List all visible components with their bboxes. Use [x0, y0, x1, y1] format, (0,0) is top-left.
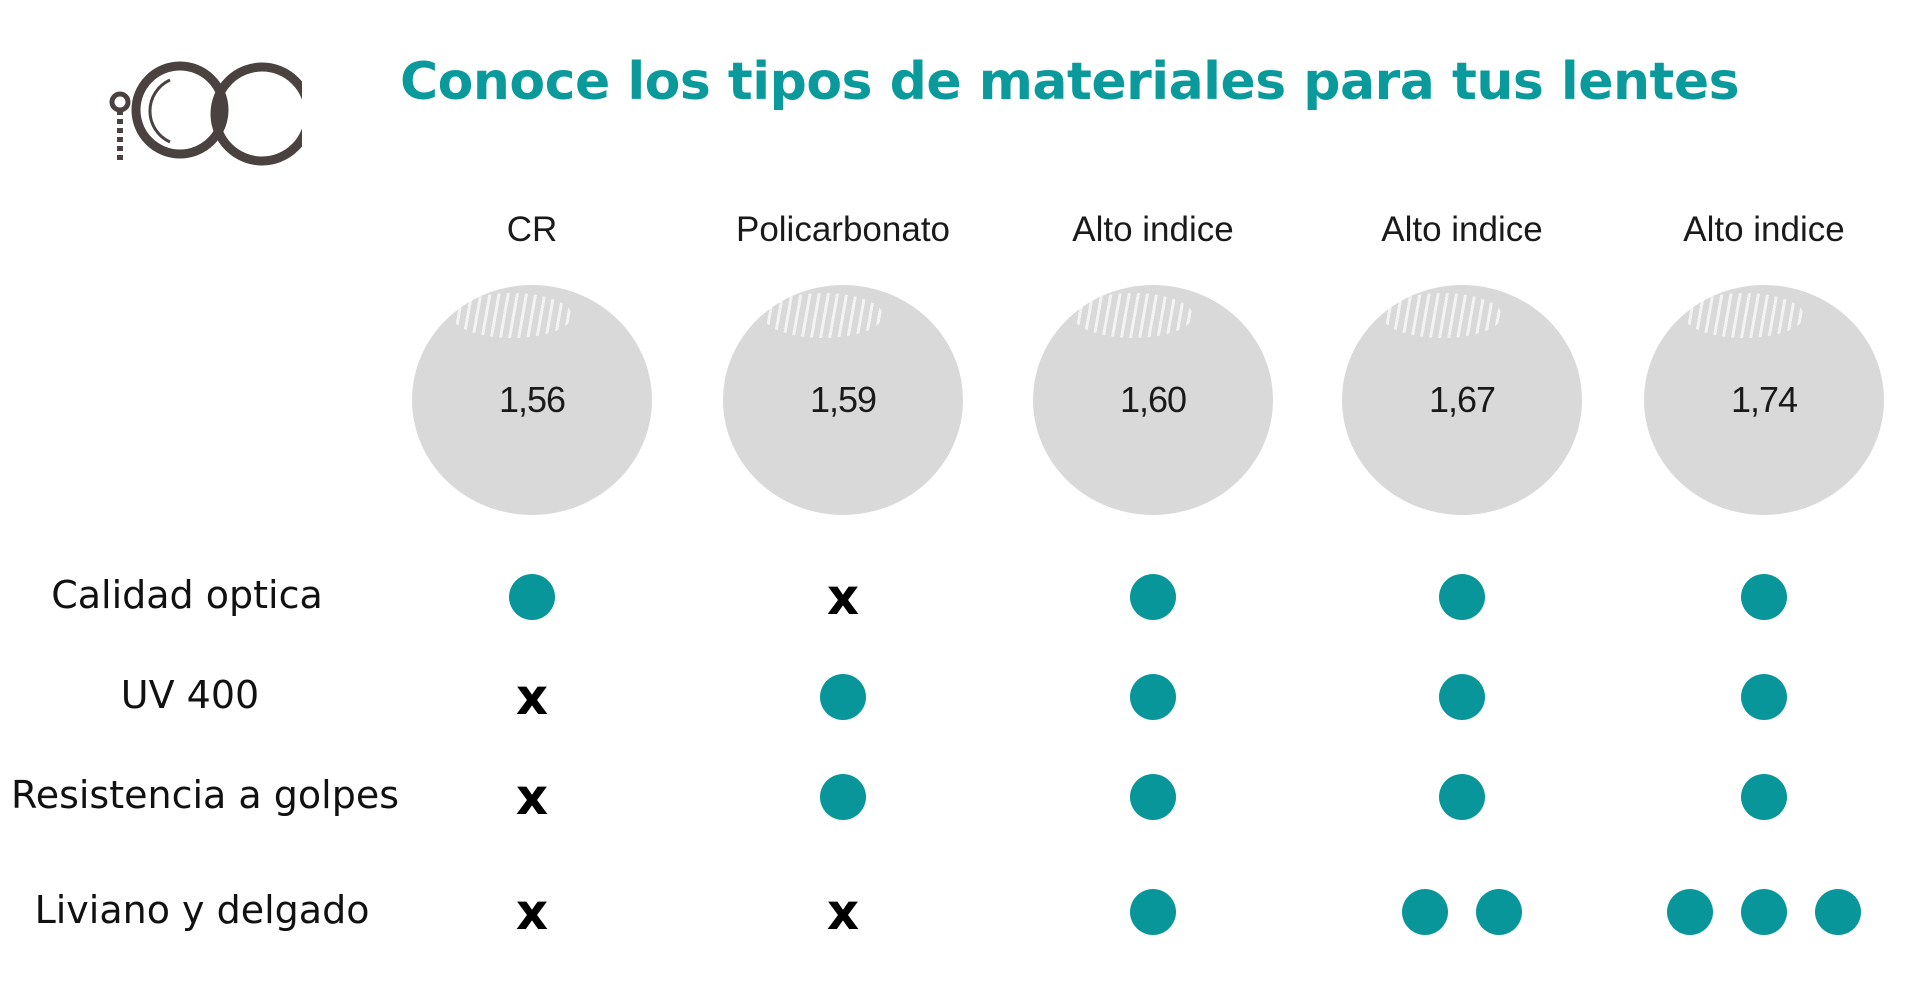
lens-index-value: 1,56 [498, 379, 566, 420]
material-name: CR [506, 210, 558, 249]
rating-cell [1043, 767, 1263, 827]
lens-index-value: 1,59 [809, 379, 877, 420]
property-label: UV 400 [120, 673, 260, 717]
rating-cell [1352, 767, 1572, 827]
rating-cell: x [422, 882, 642, 942]
page-title: Conoce los tipos de materiales para tus … [400, 52, 1740, 112]
teal-dot-icon [820, 774, 866, 820]
rating-cell [1043, 567, 1263, 627]
x-mark-icon: x [515, 768, 549, 826]
teal-dot-icon [1439, 774, 1485, 820]
lens-index-disc: 1,60 [1033, 285, 1273, 515]
rating-cell: x [422, 767, 642, 827]
teal-dot-icon [1741, 774, 1787, 820]
rating-cell: x [422, 667, 642, 727]
material-name: Alto indice [1683, 210, 1845, 249]
teal-dot-icon [1667, 889, 1713, 935]
teal-dot-icon [509, 574, 555, 620]
x-mark-icon: x [515, 668, 549, 726]
teal-dot-icon [1741, 674, 1787, 720]
teal-dot-icon [1741, 889, 1787, 935]
rating-cell [1043, 882, 1263, 942]
rating-cell [1654, 667, 1874, 727]
material-name: Alto indice [1072, 210, 1234, 249]
teal-dot-icon [1476, 889, 1522, 935]
property-label: Liviano y delgado [34, 888, 370, 932]
rating-cell [422, 567, 642, 627]
lens-index-value: 1,74 [1730, 379, 1798, 420]
lens-index-value: 1,60 [1119, 379, 1187, 420]
property-label: Calidad optica [51, 573, 323, 617]
x-mark-icon: x [826, 883, 860, 941]
rating-cell [1654, 882, 1874, 942]
x-mark-icon: x [515, 883, 549, 941]
x-mark-icon: x [826, 568, 860, 626]
teal-dot-icon [1402, 889, 1448, 935]
rating-cell [1654, 767, 1874, 827]
teal-dot-icon [1741, 574, 1787, 620]
teal-dot-icon [1130, 889, 1176, 935]
teal-dot-icon [1815, 889, 1861, 935]
lens-index-disc: 1,74 [1644, 285, 1884, 515]
rating-cell: x [733, 567, 953, 627]
lens-index-disc: 1,59 [723, 285, 963, 515]
lens-index-disc: 1,56 [412, 285, 652, 515]
material-name: Policarbonato [735, 210, 951, 249]
rating-cell [1043, 667, 1263, 727]
teal-dot-icon [1130, 574, 1176, 620]
rating-cell: x [733, 882, 953, 942]
lens-index-value: 1,67 [1428, 379, 1496, 420]
teal-dot-icon [820, 674, 866, 720]
property-label: Resistencia a golpes [11, 773, 399, 817]
teal-dot-icon [1130, 774, 1176, 820]
rating-cell [1352, 667, 1572, 727]
rating-cell [733, 767, 953, 827]
teal-dot-icon [1439, 674, 1485, 720]
rating-cell [1352, 567, 1572, 627]
rating-cell [733, 667, 953, 727]
material-name: Alto indice [1381, 210, 1543, 249]
teal-dot-icon [1130, 674, 1176, 720]
rating-cell [1654, 567, 1874, 627]
rating-cell [1352, 882, 1572, 942]
glasses-logo-icon [109, 61, 302, 166]
lens-index-disc: 1,67 [1342, 285, 1582, 515]
teal-dot-icon [1439, 574, 1485, 620]
